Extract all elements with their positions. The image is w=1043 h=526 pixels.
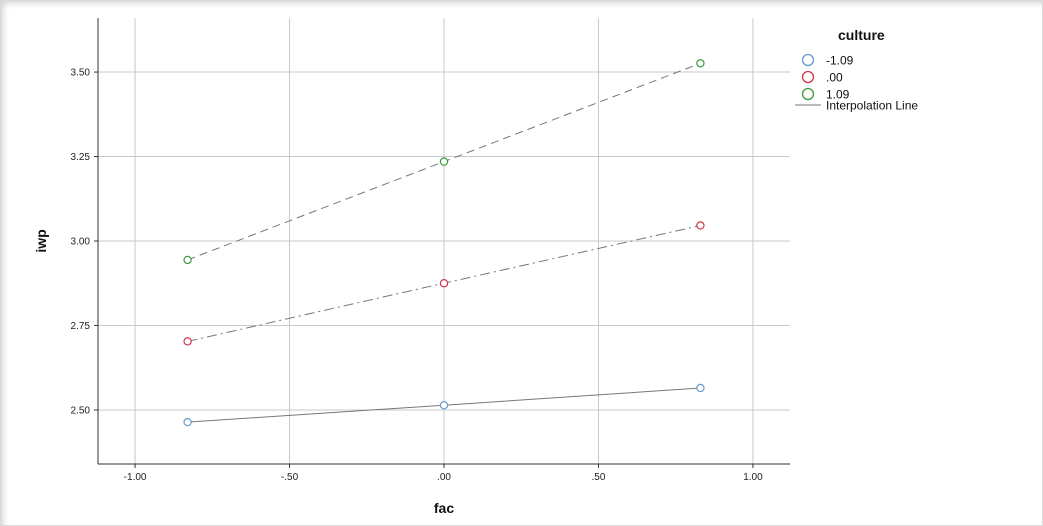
data-point [183,337,192,346]
legend-label: 1.09 [826,88,850,102]
data-point [183,417,192,427]
x-tick-label: -1.00 [124,472,147,483]
y-tick-label: 3.50 [71,68,91,79]
data-point [696,221,705,230]
x-tick-label: .00 [437,472,451,483]
y-tick-label: 2.75 [71,321,91,332]
data-point [439,279,449,288]
legend-interpolation-label: Interpolation Line [826,99,918,113]
y-tick-label: 3.25 [71,152,91,163]
data-point [439,401,449,410]
legend-marker [801,70,815,84]
data-point [696,383,705,393]
axes [94,18,790,468]
legend-label: .00 [826,71,843,85]
x-tick-label: 1.00 [743,472,763,483]
legend-marker [801,53,815,67]
x-tick-label: -.50 [281,472,299,483]
legend-label: -1.09 [826,54,854,68]
data-point [183,255,192,265]
y-tick-label: 2.50 [71,405,91,416]
legend-marker [801,87,815,101]
tick-labels: -1.00 -.50 .00 .50 1.00 2.50 2.75 3.00 3.25 3.50 [71,68,764,483]
data-point [439,157,449,166]
legend-title: culture [838,27,885,43]
grid-lines [98,18,790,464]
y-tick-label: 3.00 [71,237,91,248]
series-points [183,59,705,427]
x-tick-label: .50 [592,472,606,483]
data-point [696,59,705,68]
x-axis-title: fac [434,500,454,516]
y-axis-title: iwp [33,229,49,252]
